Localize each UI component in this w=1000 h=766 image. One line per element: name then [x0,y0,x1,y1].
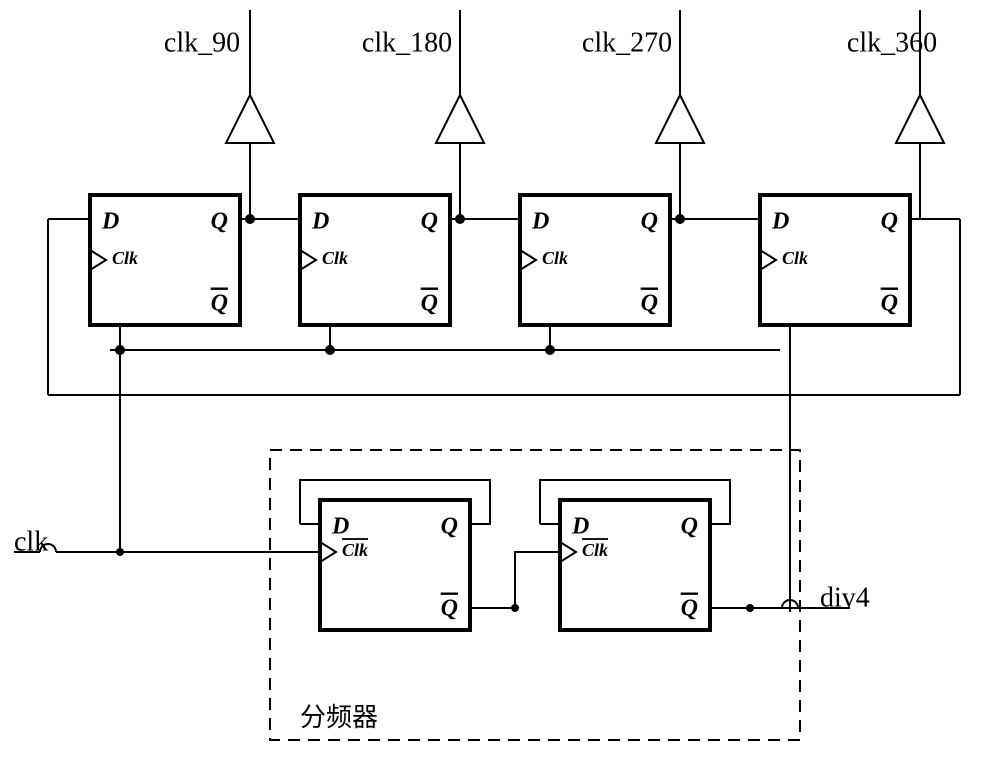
buffer-icon [656,95,704,143]
divider-label: 分频器 [300,703,378,732]
dff-clk-label: Clk [782,248,808,268]
dff-d-label: D [311,209,329,235]
output-label: clk_90 [164,27,240,58]
dff-qbar-label: Q [881,291,898,317]
dff-q-label: Q [681,514,698,540]
output-label: clk_360 [847,27,937,58]
dff-clk-label: Clk [542,248,568,268]
dff-qbar-label: Q [681,596,698,622]
dff-qbar-label: Q [641,291,658,317]
dff-q-label: Q [441,514,458,540]
output-label: clk_180 [362,27,452,58]
dff-clk-label: Clk [342,540,368,560]
dff-q-label: Q [881,209,898,235]
dff-d-label: D [771,209,789,235]
dff-d-label: D [571,514,589,540]
dff-clk-label: Clk [322,248,348,268]
dff-clk-label: Clk [582,540,608,560]
dff-qbar-label: Q [441,596,458,622]
dff-q-label: Q [211,209,228,235]
dff-d-label: D [101,209,119,235]
dff-qbar-label: Q [421,291,438,317]
buffer-icon [896,95,944,143]
dff-qbar-label: Q [211,291,228,317]
dff-q-label: Q [421,209,438,235]
buffer-icon [436,95,484,143]
div4-label: div4 [820,582,870,613]
buffer-icon [226,95,274,143]
dff-q-label: Q [641,209,658,235]
output-label: clk_270 [582,27,672,58]
dff-d-label: D [331,514,349,540]
dff-d-label: D [531,209,549,235]
dff-clk-label: Clk [112,248,138,268]
